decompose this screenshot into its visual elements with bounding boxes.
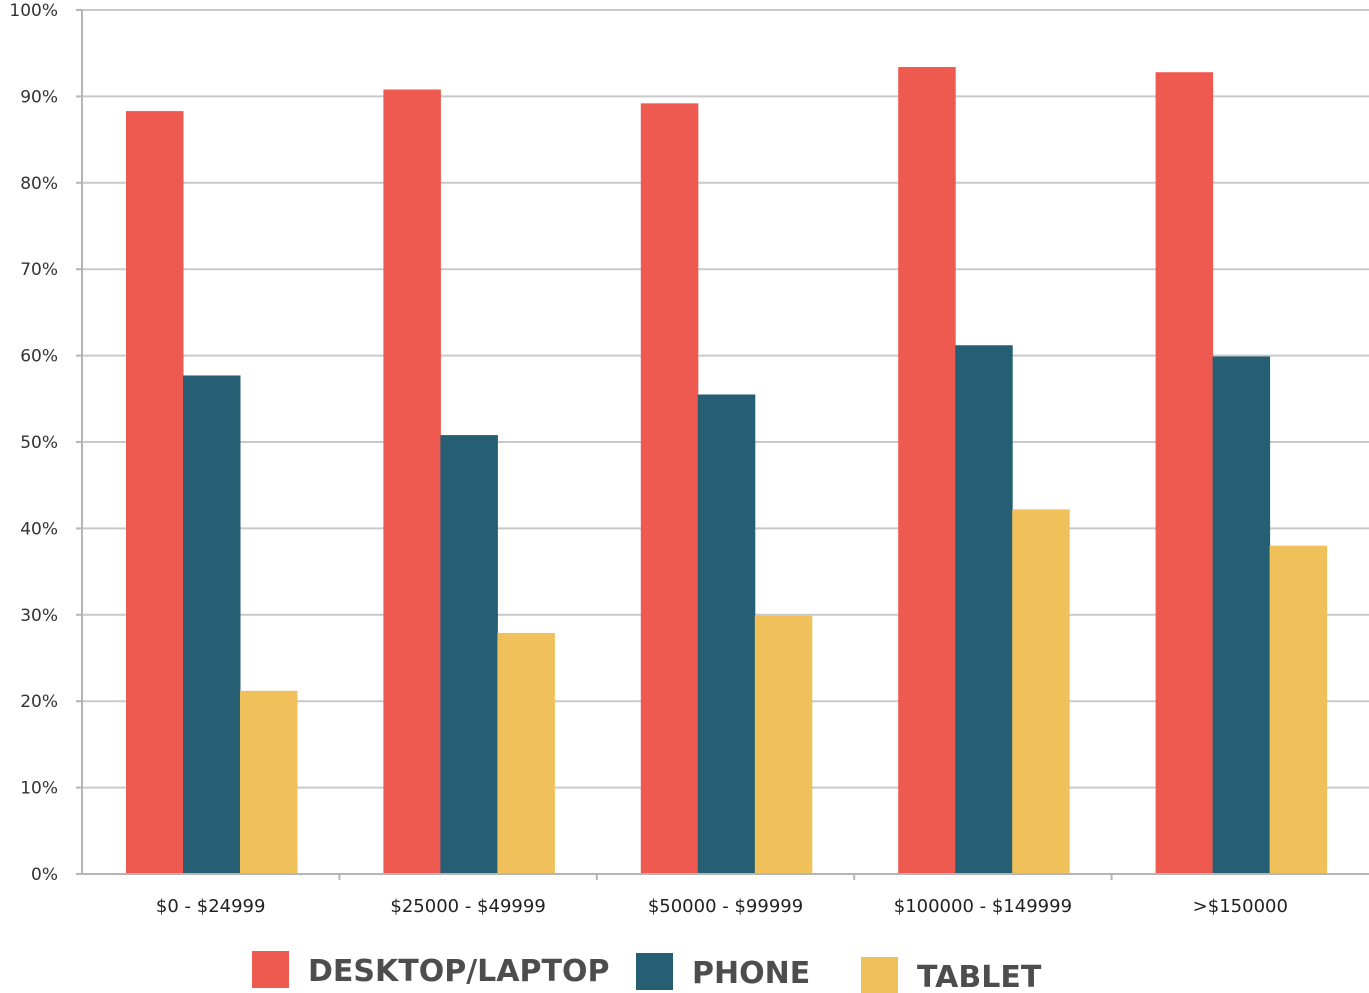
bar-desktop-laptop — [640, 103, 699, 874]
bar-phone — [440, 435, 498, 874]
bar-desktop-laptop — [898, 67, 956, 875]
bars — [126, 67, 1328, 875]
bar-tablet — [497, 632, 555, 874]
legend-swatch — [636, 953, 673, 990]
y-tick-label: 100% — [9, 1, 58, 21]
y-tick-label: 50% — [20, 433, 58, 453]
bar-phone — [697, 394, 756, 874]
x-tick-label: $25000 - $49999 — [390, 896, 545, 917]
bar-phone — [1212, 356, 1271, 874]
bar-desktop-laptop — [1155, 72, 1214, 874]
y-tick-label: 10% — [20, 779, 58, 799]
y-tick-label: 0% — [31, 865, 58, 885]
x-axis-labels: $0 - $24999 $25000 - $49999 $50000 - $9999… — [156, 896, 1288, 917]
y-tick-label: 60% — [20, 347, 58, 367]
bar-tablet — [240, 690, 298, 874]
y-tick-label: 70% — [20, 260, 58, 280]
bar-tablet — [1012, 509, 1070, 874]
x-tick-label: $50000 - $99999 — [648, 896, 803, 917]
x-tick-label: $100000 - $149999 — [894, 896, 1072, 917]
legend-swatch — [861, 957, 898, 993]
legend-label: PHONE — [692, 956, 810, 991]
bar-desktop-laptop — [383, 89, 441, 875]
y-tick-label: 40% — [20, 519, 58, 539]
bar-phone — [183, 375, 241, 874]
y-tick-label: 80% — [20, 174, 58, 194]
y-tick-label: 20% — [20, 692, 58, 712]
legend: DESKTOP/LAPTOP PHONE TABLET — [252, 951, 1042, 993]
legend-label: DESKTOP/LAPTOP — [308, 954, 609, 989]
y-tick-label: 90% — [20, 87, 58, 107]
bar-tablet — [1269, 545, 1328, 874]
axes — [81, 10, 1369, 880]
x-tick-label: >$150000 — [1193, 896, 1288, 917]
y-axis-ticks: 0% 10% 20% 30% 40% 50% 60% 70% 80% 90% 100% — [9, 1, 82, 885]
bar-desktop-laptop — [126, 111, 184, 874]
x-tick-label: $0 - $24999 — [156, 896, 266, 917]
y-tick-label: 30% — [20, 606, 58, 626]
legend-label: TABLET — [917, 960, 1042, 993]
bar-tablet — [754, 615, 813, 874]
bar-phone — [955, 345, 1013, 874]
legend-swatch — [252, 951, 289, 988]
